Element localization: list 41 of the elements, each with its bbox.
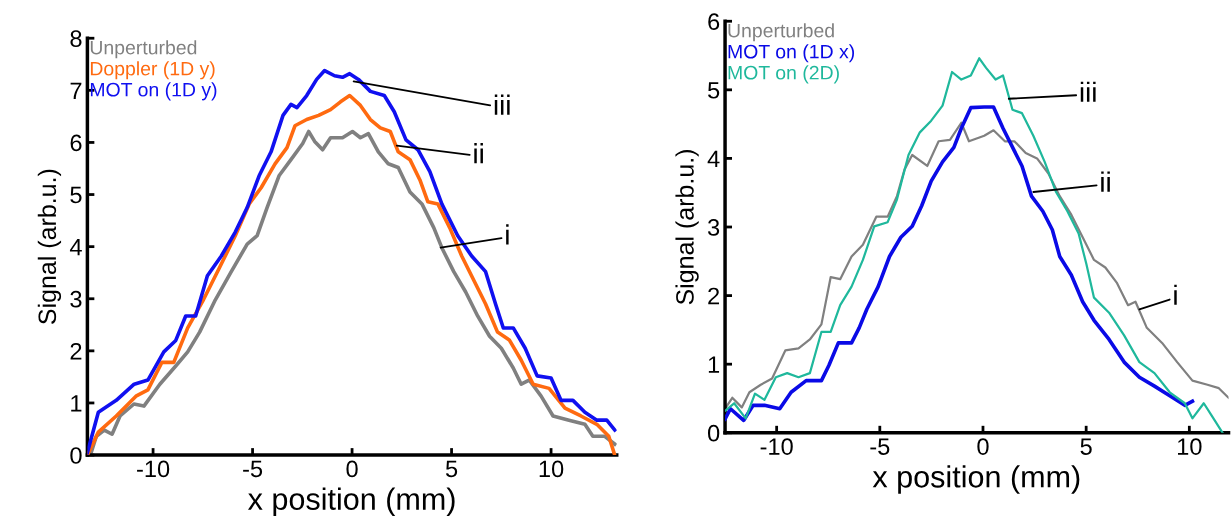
y-tick-label: 3 [707, 219, 720, 236]
y-tick-label: 7 [70, 82, 82, 99]
x-tick-label: 5 [445, 460, 458, 478]
x-axis-title: x position (mm) [248, 487, 455, 516]
y-tick-label: 2 [708, 287, 720, 305]
x-tick-label: 0 [346, 460, 358, 478]
x-tick-label: -10 [760, 438, 793, 455]
x-tick-label: 10 [1178, 438, 1202, 455]
y-axis-title: Signal (arb.u.) [675, 150, 699, 305]
y-tick-label: 3 [70, 290, 82, 308]
annotation: iii [1080, 81, 1096, 102]
text: MOT on (1D x) [728, 44, 855, 63]
y-tick-label: 0 [707, 424, 720, 442]
y-axis-title: Signal (arb.u.) [37, 169, 62, 325]
x-tick-label: 5 [1080, 438, 1092, 455]
y-tick-label: 5 [708, 82, 720, 99]
y-tick-label: 1 [71, 395, 82, 412]
y-tick-label: 8 [70, 30, 82, 48]
annotation: ii [474, 143, 483, 164]
x-tick-label: 0 [977, 438, 989, 455]
text: Doppler (1D y) [90, 61, 215, 80]
y-tick-label: 5 [70, 186, 82, 204]
annotation: i [1174, 284, 1177, 305]
text: Unperturbed [728, 23, 834, 42]
y-tick-label: 6 [708, 13, 720, 31]
annotation: ii [1101, 171, 1110, 192]
x-tick-label: -5 [870, 438, 890, 455]
y-tick-label: 4 [69, 238, 82, 256]
text: MOT on (2D) [728, 65, 839, 84]
x-tick-label: -10 [137, 460, 170, 478]
x-tick-label: 10 [539, 460, 564, 478]
x-tick-label: -5 [243, 460, 263, 478]
annotation: iii [494, 94, 510, 115]
y-tick-label: 1 [708, 356, 720, 373]
text: MOT on (1D y) [90, 82, 217, 101]
text: Unperturbed [90, 40, 197, 59]
annotation: i [506, 224, 509, 245]
y-tick-label: 2 [70, 342, 82, 360]
x-axis-title: x position (mm) [872, 465, 1080, 494]
y-tick-label: 4 [707, 150, 720, 167]
y-tick-label: 6 [70, 134, 82, 152]
